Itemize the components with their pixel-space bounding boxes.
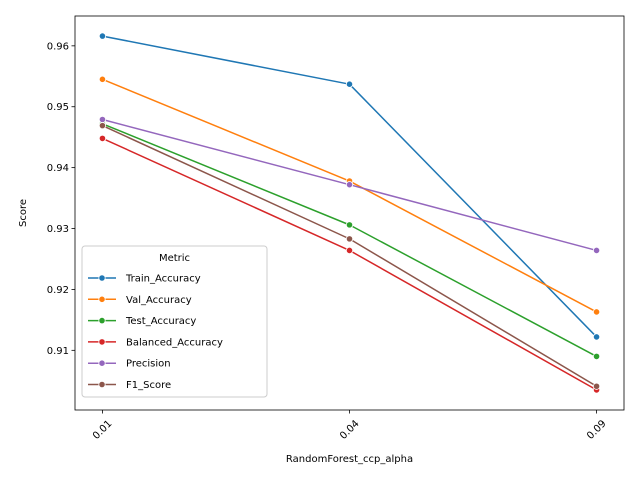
legend-label-0: Train_Accuracy [125, 274, 201, 285]
legend-label-1: Val_Accuracy [126, 295, 192, 306]
legend-label-3: Balanced_Accuracy [126, 337, 223, 348]
data-point-5-2 [592, 382, 601, 390]
y-tick-label-2: 0.93 [47, 224, 69, 235]
legend-title: Metric [159, 253, 190, 264]
data-point-2-2 [592, 352, 601, 361]
legend-frame [81, 245, 268, 398]
data-point-1-2 [592, 308, 601, 316]
legend-label-2: Test_Accuracy [125, 316, 196, 327]
data-point-0-2 [592, 333, 601, 341]
legend-label-5: F1_Score [126, 380, 171, 391]
plot-area [98, 32, 601, 394]
x-axis-label: RandomForest_ccp_alpha [286, 454, 413, 465]
y-tick-label-1: 0.92 [47, 285, 69, 296]
data-point-0-1 [345, 80, 354, 88]
data-point-5-1 [345, 235, 354, 243]
y-tick-label-4: 0.95 [47, 102, 69, 113]
data-point-4-0 [98, 115, 107, 124]
data-point-4-2 [592, 246, 601, 255]
legend-marker-2 [98, 316, 106, 325]
y-axis-label: Score [18, 199, 29, 227]
legend-label-4: Precision [126, 359, 171, 370]
legend-marker-4 [98, 359, 106, 367]
data-point-1-0 [98, 75, 107, 83]
y-tick-label-3: 0.94 [47, 163, 69, 174]
legend-marker-5 [98, 380, 106, 389]
legend-marker-0 [98, 274, 106, 282]
y-tick-label-0: 0.91 [47, 346, 69, 357]
data-point-4-1 [345, 181, 354, 189]
legend-marker-1 [98, 295, 106, 303]
legend-marker-3 [98, 338, 106, 346]
data-point-2-1 [345, 221, 354, 229]
data-point-3-1 [345, 246, 354, 255]
data-point-3-0 [98, 134, 107, 143]
y-tick-label-5: 0.96 [47, 41, 69, 52]
legend: Metric Train_Accuracy Val_Accuracy Test_Ac… [81, 245, 268, 398]
data-point-0-0 [98, 32, 107, 40]
data-point-5-0 [98, 122, 107, 130]
